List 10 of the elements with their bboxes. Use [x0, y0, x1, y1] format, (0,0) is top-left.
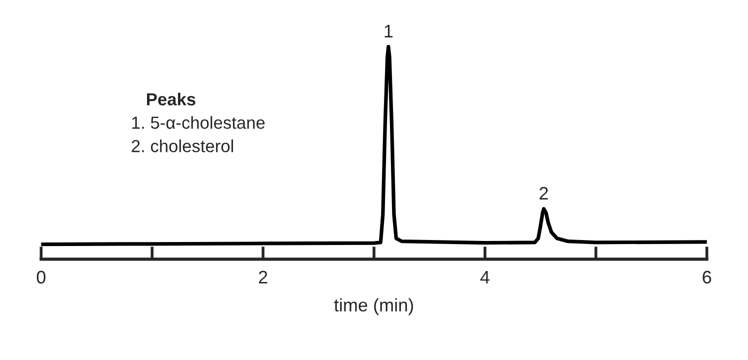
x-tick-label: 4 — [480, 270, 490, 284]
x-tick-label: 6 — [702, 270, 712, 284]
annotation: 2. cholesterol — [132, 140, 233, 152]
annotation: 2 — [540, 186, 548, 200]
annotation: 1 — [384, 24, 393, 38]
x-axis-title: time (min) — [334, 298, 414, 316]
annotation: Peaks — [147, 92, 196, 106]
annotation: 1. 5-α-cholestane — [132, 116, 265, 129]
x-tick-label: 2 — [258, 270, 268, 284]
x-tick-label: 0 — [36, 270, 46, 284]
